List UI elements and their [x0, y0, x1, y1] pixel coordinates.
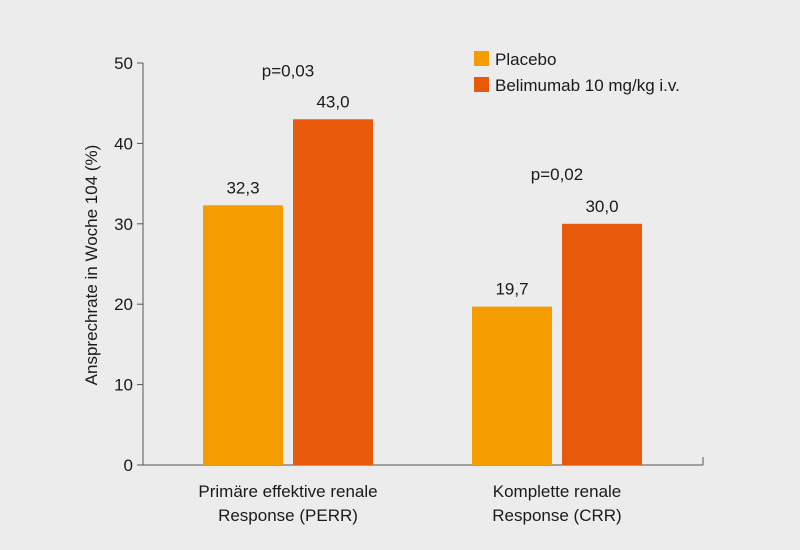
bar-placebo [472, 306, 552, 465]
y-axis-label: Ansprechrate in Woche 104 (%) [82, 145, 101, 386]
legend-label-placebo: Placebo [495, 50, 556, 69]
bar-belimumab [562, 223, 642, 465]
y-tick-label: 0 [124, 456, 133, 475]
bar-belimumab [293, 119, 373, 465]
legend-swatch-belimumab [474, 77, 489, 92]
category-label: Response (CRR) [492, 506, 621, 525]
category-labels: Primäre effektive renale Response (PERR)… [198, 482, 621, 525]
p-values: p=0,03 p=0,02 [262, 61, 583, 184]
bar-value-label: 43,0 [316, 92, 349, 111]
y-ticks: 0 10 20 30 40 50 [114, 54, 143, 475]
y-tick-label: 50 [114, 54, 133, 73]
bar-value-label: 19,7 [495, 280, 528, 299]
data-labels: 32,3 19,7 43,0 30,0 [226, 92, 618, 298]
category-label: Primäre effektive renale [198, 482, 377, 501]
y-tick-label: 10 [114, 376, 133, 395]
bar-value-label: 32,3 [226, 178, 259, 197]
bars [203, 119, 642, 466]
legend-swatch-placebo [474, 51, 489, 66]
bar-placebo [203, 205, 283, 466]
y-tick-label: 30 [114, 215, 133, 234]
p-value-annotation: p=0,03 [262, 61, 314, 80]
bar-value-label: 30,0 [585, 197, 618, 216]
legend-label-belimumab: Belimumab 10 mg/kg i.v. [495, 76, 680, 95]
p-value-annotation: p=0,02 [531, 165, 583, 184]
category-label: Response (PERR) [218, 506, 358, 525]
legend: Placebo Belimumab 10 mg/kg i.v. [474, 50, 680, 95]
y-tick-label: 20 [114, 295, 133, 314]
y-tick-label: 40 [114, 134, 133, 153]
category-label: Komplette renale [493, 482, 622, 501]
